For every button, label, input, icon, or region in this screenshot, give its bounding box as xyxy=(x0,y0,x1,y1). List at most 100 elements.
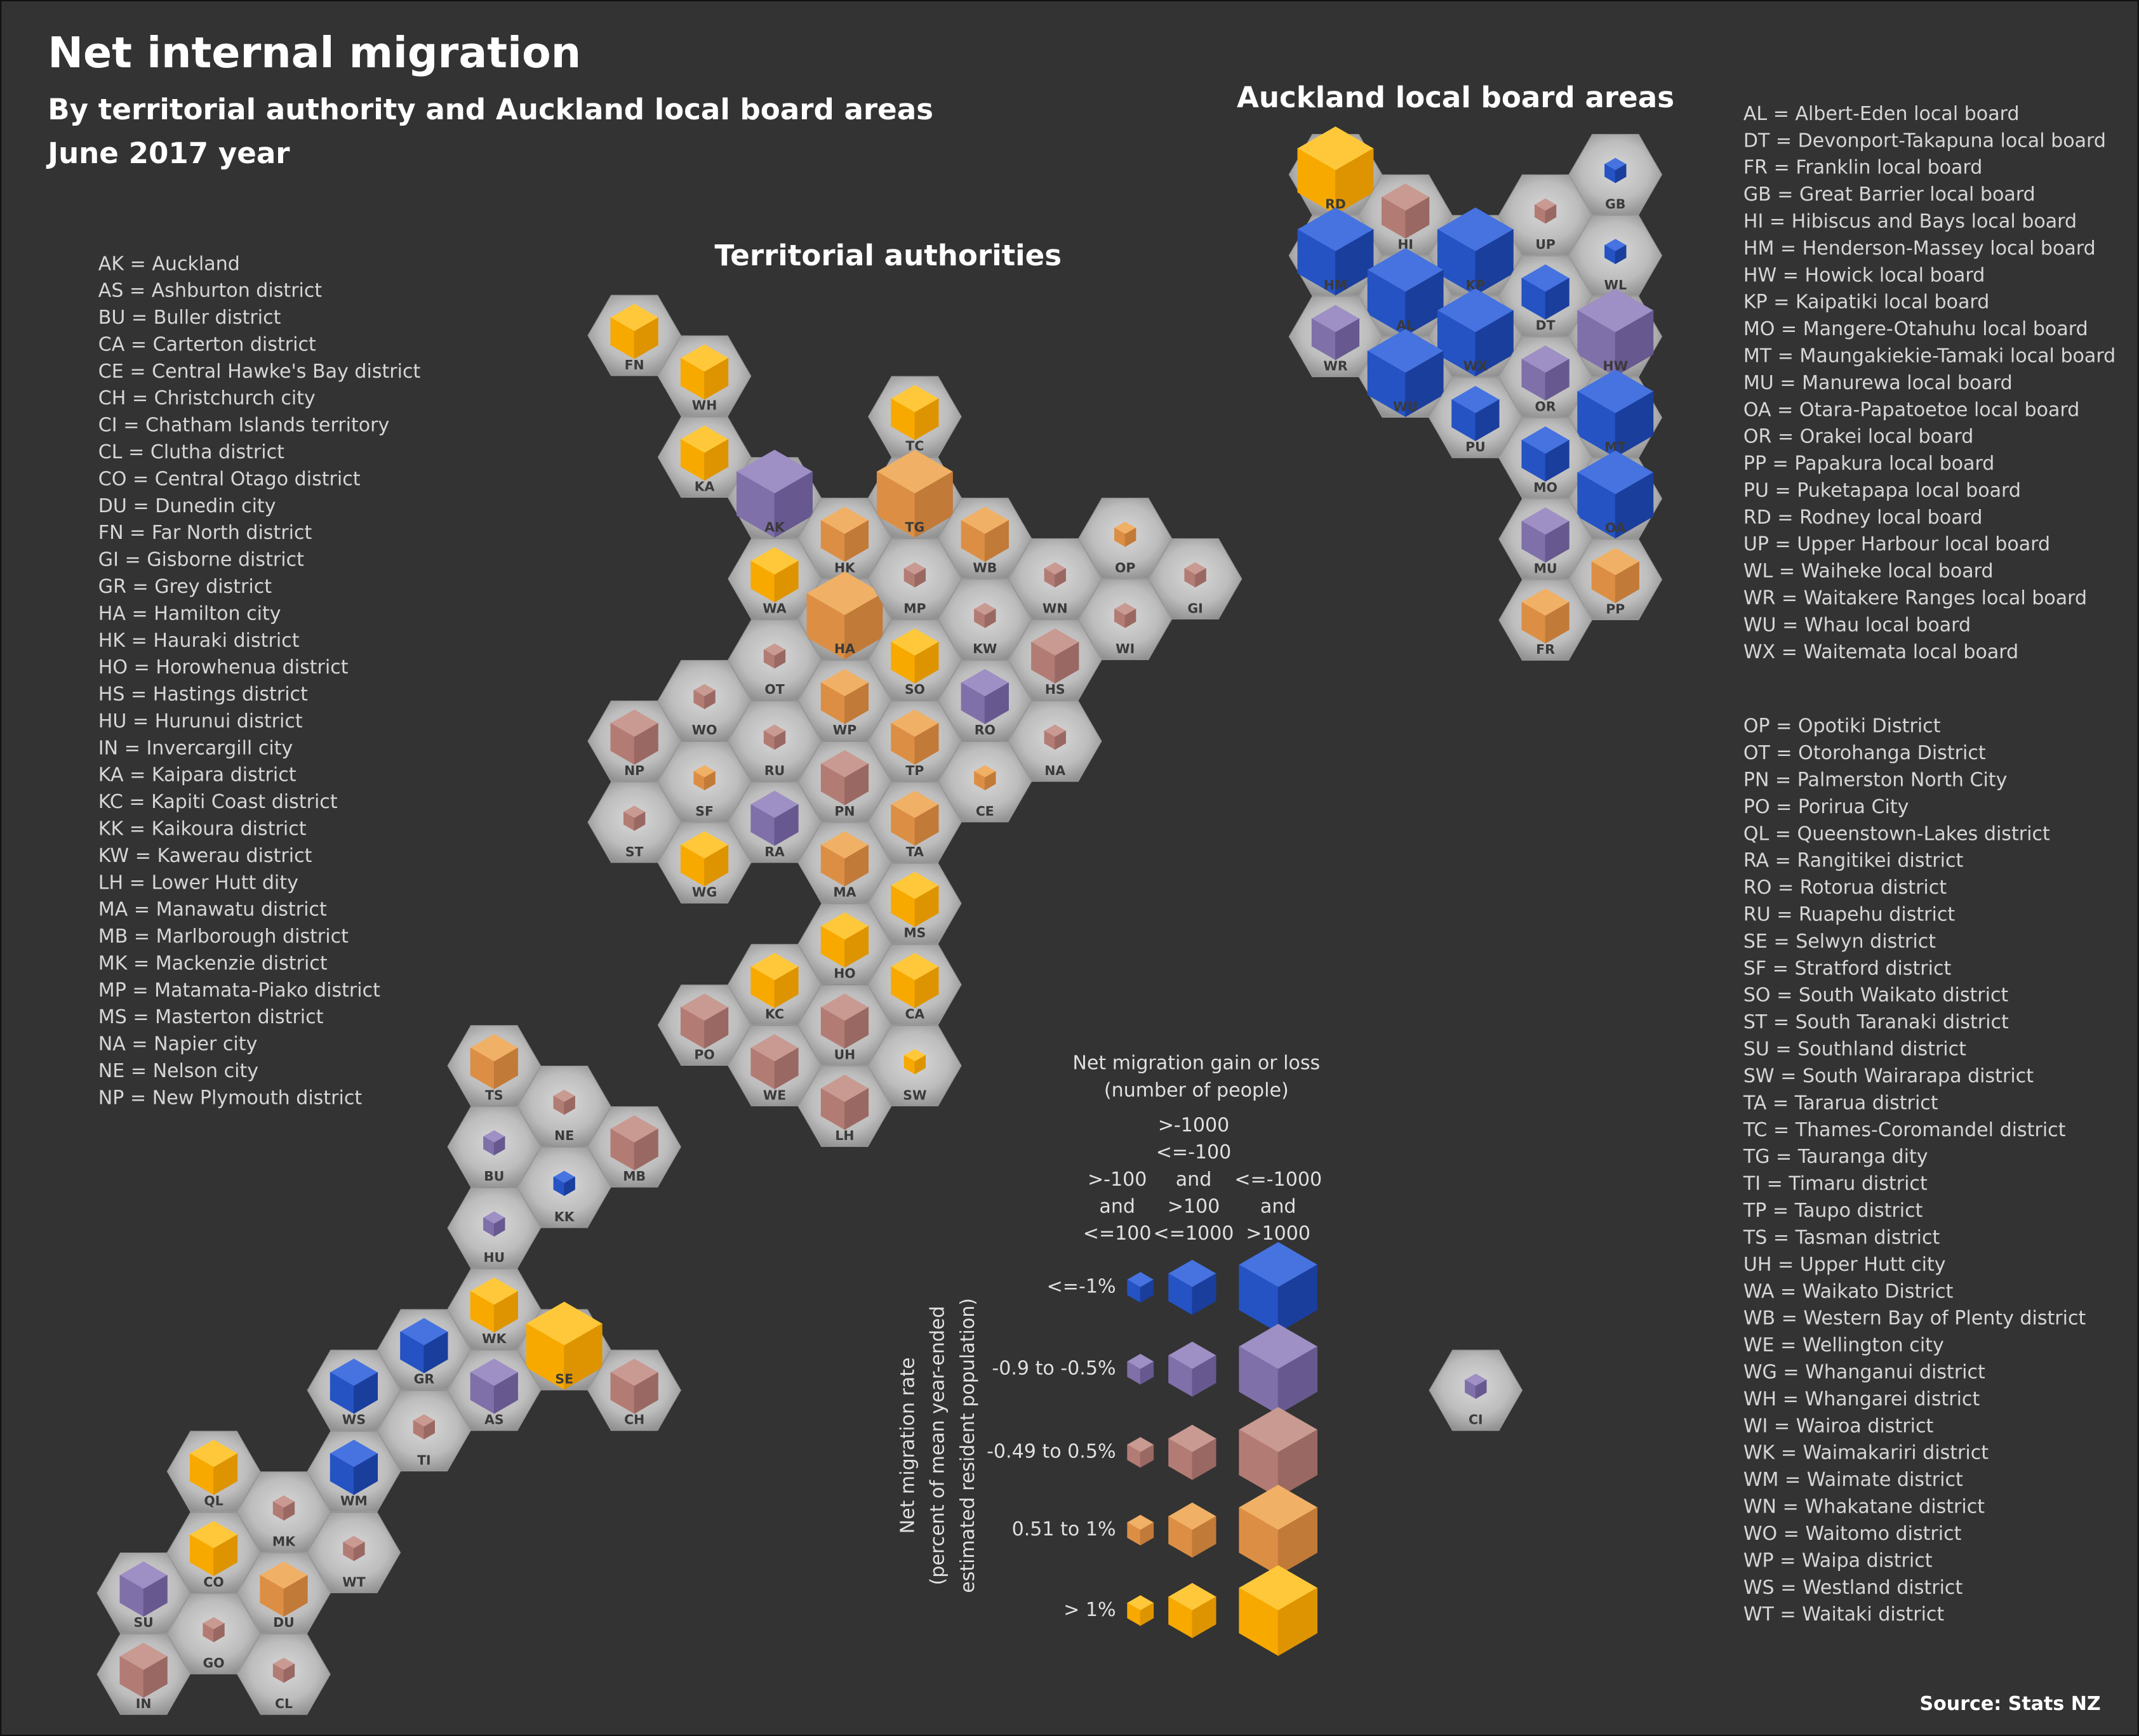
hex-label: TS xyxy=(485,1087,503,1103)
key-entry: TG = Tauranga dity xyxy=(1743,1146,1928,1168)
hex-label: WX xyxy=(1463,359,1488,374)
cube-right xyxy=(1277,1346,1318,1415)
key-entry: KC = Kapiti Coast district xyxy=(98,791,338,813)
hex-label: AK xyxy=(764,519,785,534)
hex-tile: RA xyxy=(728,781,822,863)
hex-tile: SF xyxy=(657,741,752,823)
key-entry: TA = Tararua district xyxy=(1743,1092,1938,1114)
hex-tile: HS xyxy=(1008,619,1102,701)
cube-right xyxy=(1055,642,1079,684)
source: Source: Stats NZ xyxy=(1920,1693,2101,1715)
hex-label: WN xyxy=(1043,600,1068,616)
legend-size-label: >100 xyxy=(1168,1195,1220,1217)
legend-size-label: <=-1000 xyxy=(1234,1169,1322,1191)
legend-size-label: <=100 xyxy=(1083,1222,1152,1245)
hex-label: WG xyxy=(692,885,717,900)
hex-tile: TP xyxy=(868,700,962,782)
cube-right xyxy=(213,1534,238,1577)
cube-right xyxy=(1545,204,1557,224)
cube-right xyxy=(984,520,1009,562)
hex-tile: CI xyxy=(1429,1349,1523,1431)
hex-label: MB xyxy=(623,1169,646,1184)
cube-right xyxy=(704,439,729,481)
hex-tile: PU xyxy=(1429,376,1523,458)
cube-right xyxy=(1545,520,1569,563)
cube-right xyxy=(1124,527,1136,547)
hex-tile: OR xyxy=(1498,336,1592,418)
hex-label: OT xyxy=(764,682,784,697)
key-entry: KK = Kaikoura district xyxy=(98,818,307,840)
cube-right xyxy=(564,1176,575,1196)
hex-label: HU xyxy=(483,1250,505,1265)
key-entry: UP = Upper Harbour local board xyxy=(1743,533,2050,555)
hex-tile: WP xyxy=(797,659,892,741)
hex-tile: CE xyxy=(938,741,1032,823)
hex-tile: CL xyxy=(237,1633,331,1715)
hex-tile: OA xyxy=(1568,450,1663,540)
hex-tile: KA xyxy=(657,416,752,498)
cube-right xyxy=(774,560,799,603)
hex-tile: MA xyxy=(797,822,892,904)
key-entry: FN = Far North district xyxy=(98,522,312,544)
cube-right xyxy=(213,1623,225,1643)
cube-right xyxy=(423,1331,448,1374)
hex-tile: WB xyxy=(938,498,1032,580)
key-entry: TI = Timaru district xyxy=(1743,1173,1928,1195)
hex-tile: FR xyxy=(1498,580,1592,661)
key-entry: WT = Waitaki district xyxy=(1743,1603,1945,1626)
key-entry: SW = South Wairarapa district xyxy=(1743,1065,2034,1087)
hex-tile: WI xyxy=(1078,579,1172,660)
hex-tile: SO xyxy=(868,619,962,701)
hex-label: PP xyxy=(1606,601,1625,616)
key-entry: KW = Kawerau district xyxy=(98,845,312,867)
hex-tile: GR xyxy=(377,1309,471,1391)
key-entry: IN = Invercargill city xyxy=(98,737,293,759)
key-entry: MS = Masterton district xyxy=(98,1006,324,1028)
cube-right xyxy=(984,682,1009,725)
key-entry: GR = Grey district xyxy=(98,576,272,598)
cube-right xyxy=(704,1007,729,1049)
hex-tile: MU xyxy=(1498,498,1592,580)
legend-size-label: and xyxy=(1260,1195,1296,1217)
cube-right xyxy=(914,966,939,1009)
hex-label: TP xyxy=(905,763,924,778)
key-entry: WM = Waimate district xyxy=(1743,1469,1963,1491)
key-entry: HM = Henderson-Massey local board xyxy=(1743,237,2096,260)
hex-tile: HO xyxy=(797,903,892,985)
key-entry: WO = Waitomo district xyxy=(1743,1523,1962,1545)
hex-tile: WH xyxy=(657,335,752,417)
hex-tile: FN xyxy=(587,295,681,376)
cube-right xyxy=(1140,1602,1154,1626)
cube-right xyxy=(353,1453,378,1495)
key-entry: MO = Mangere-Otahuhu local board xyxy=(1743,318,2088,340)
hex-tile: UH xyxy=(797,984,892,1066)
key-entry: PP = Papakura local board xyxy=(1743,453,1995,475)
section-title: Auckland local board areas xyxy=(1237,81,1674,114)
key-entry: PO = Porirua City xyxy=(1743,796,1909,818)
hex-label: NE xyxy=(554,1128,574,1143)
hex-label: WT xyxy=(342,1574,366,1589)
legend-size-label: >-1000 xyxy=(1158,1115,1230,1137)
cube-right xyxy=(143,1656,168,1699)
hex-tile: WU xyxy=(1358,329,1453,418)
hex-tile: MP xyxy=(868,538,962,620)
cube-right xyxy=(844,520,869,562)
legend-rate-label: 0.51 to 1% xyxy=(1012,1518,1116,1541)
cube-right xyxy=(1545,602,1569,644)
hex-tile: PN xyxy=(797,741,892,823)
cube-right xyxy=(914,642,939,684)
cube-right xyxy=(774,730,786,750)
key-entry: LH = Lower Hutt dity xyxy=(98,871,298,894)
key-entry: HA = Hamilton city xyxy=(98,602,281,625)
legend-title: Net migration gain or loss xyxy=(1072,1052,1320,1074)
hex-tile: WT xyxy=(307,1512,401,1593)
legend-rate-label: -0.49 to 0.5% xyxy=(987,1441,1116,1463)
cube-right xyxy=(984,609,996,628)
cube-right xyxy=(844,682,869,725)
key-entry: WS = Westland district xyxy=(1743,1577,1963,1599)
cube-right xyxy=(1615,244,1627,265)
hex-label: WU xyxy=(1393,399,1418,414)
cube-right xyxy=(774,966,799,1009)
title: Net internal migration xyxy=(48,28,581,77)
key-entry: PU = Puketapapa local board xyxy=(1743,479,2021,501)
